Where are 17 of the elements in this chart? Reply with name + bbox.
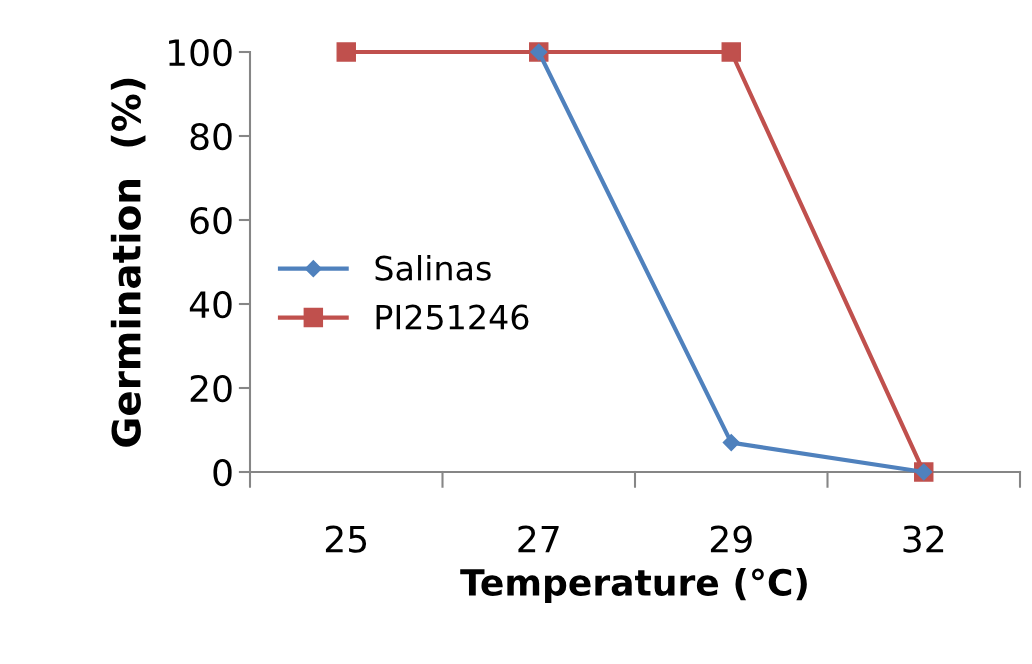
point: [336, 42, 356, 62]
y-tick-label: 60: [190, 206, 232, 235]
x-tick-label: 27: [518, 525, 559, 553]
y-tick-label: 0: [213, 458, 232, 487]
point: [722, 434, 740, 452]
x-tick-label: 32: [903, 525, 944, 553]
y-tick-label: 80: [190, 122, 232, 151]
y-tick-label: 20: [190, 374, 232, 403]
legend-label: PI251246: [376, 304, 529, 330]
y-tick-label: 40: [189, 290, 232, 319]
point: [721, 42, 741, 62]
y-tick-label: 100: [169, 38, 232, 67]
x-axis-title: Temperature (°C): [460, 568, 807, 604]
x-tick-label: 25: [325, 525, 367, 553]
y-axis-title: Germination (%): [110, 78, 146, 447]
x-tick-label: 29: [710, 525, 752, 553]
legend-label: Salinas: [375, 255, 491, 281]
